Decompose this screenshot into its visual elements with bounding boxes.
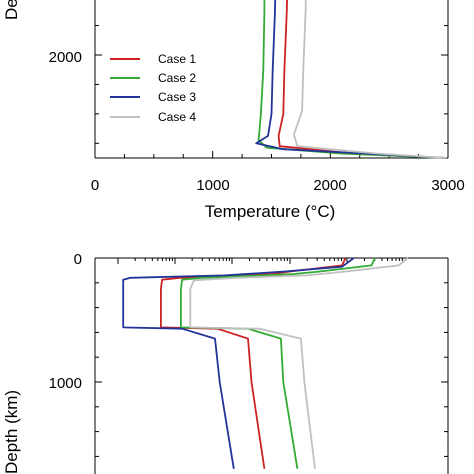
- top-x-tick-label: 0: [91, 177, 99, 194]
- series-line-case-4: [292, 0, 447, 159]
- legend-label-case-3: Case 3: [158, 90, 196, 104]
- top-y-tick-label: 2000: [49, 49, 82, 66]
- legend: Case 1 Case 2 Case 3 Case 4: [110, 52, 196, 124]
- series-line-case-3: [255, 0, 447, 159]
- series-line-case-1: [159, 257, 347, 469]
- series-line-case-3: [122, 257, 355, 469]
- bottom-ticks: [95, 257, 448, 457]
- top-series-lines: [255, 0, 447, 159]
- top-x-tick-label: 1000: [196, 177, 229, 194]
- bottom-series-lines: [122, 257, 409, 469]
- top-panel: 0 1000 2000 3000 2000 Temperature (°C) D…: [2, 0, 465, 221]
- top-x-tick-label: 2000: [313, 177, 346, 194]
- bottom-y-tick-label: 0: [74, 251, 82, 268]
- legend-label-case-1: Case 1: [158, 52, 196, 66]
- bottom-panel: 0 1000 Depth (km): [2, 251, 449, 474]
- bottom-y-axis-title: Depth (km): [2, 390, 21, 474]
- legend-label-case-2: Case 2: [158, 71, 196, 85]
- series-line-case-4: [189, 257, 409, 469]
- series-line-case-2: [179, 257, 376, 469]
- legend-label-case-4: Case 4: [158, 110, 196, 124]
- bottom-y-tick-label: 1000: [49, 375, 82, 392]
- top-y-axis-title: Depth: [2, 0, 21, 20]
- top-x-tick-label: 3000: [431, 177, 464, 194]
- top-x-axis-title: Temperature (°C): [205, 202, 336, 221]
